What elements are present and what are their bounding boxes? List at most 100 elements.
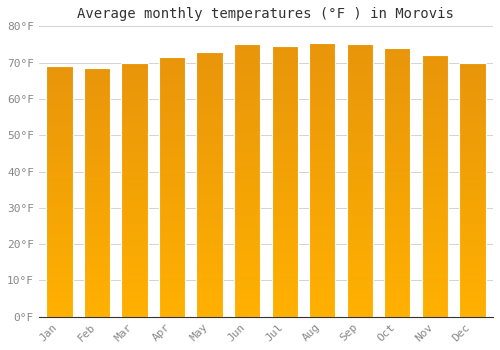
Bar: [46, 314, 72, 317]
Bar: [234, 213, 260, 216]
Bar: [422, 87, 448, 89]
Bar: [422, 283, 448, 286]
Bar: [46, 237, 72, 239]
Bar: [122, 230, 148, 233]
Bar: [422, 257, 448, 259]
Bar: [234, 124, 260, 126]
Bar: [234, 306, 260, 309]
Bar: [84, 73, 110, 76]
Bar: [272, 141, 298, 144]
Bar: [384, 131, 410, 134]
Bar: [84, 83, 110, 85]
Bar: [196, 282, 223, 285]
Bar: [234, 178, 260, 181]
Bar: [159, 104, 185, 106]
Bar: [84, 294, 110, 297]
Bar: [159, 288, 185, 291]
Bar: [159, 101, 185, 104]
Bar: [384, 312, 410, 314]
Bar: [384, 196, 410, 198]
Bar: [84, 80, 110, 83]
Bar: [309, 172, 336, 174]
Bar: [422, 84, 448, 87]
Bar: [309, 122, 336, 125]
Bar: [159, 195, 185, 197]
Bar: [422, 128, 448, 131]
Bar: [422, 58, 448, 61]
Bar: [46, 164, 72, 167]
Bar: [122, 253, 148, 256]
Bar: [234, 153, 260, 156]
Bar: [346, 289, 373, 292]
Bar: [272, 135, 298, 138]
Bar: [234, 238, 260, 240]
Bar: [196, 99, 223, 102]
Bar: [46, 159, 72, 161]
Bar: [422, 74, 448, 76]
Bar: [272, 146, 298, 149]
Bar: [460, 184, 485, 187]
Bar: [384, 282, 410, 285]
Bar: [84, 292, 110, 294]
Bar: [234, 107, 260, 110]
Bar: [159, 57, 185, 60]
Bar: [272, 157, 298, 160]
Bar: [234, 44, 260, 47]
Bar: [196, 123, 223, 126]
Bar: [196, 166, 223, 168]
Bar: [384, 142, 410, 145]
Bar: [422, 71, 448, 74]
Bar: [309, 254, 336, 257]
Bar: [384, 263, 410, 266]
Bar: [122, 256, 148, 258]
Bar: [46, 307, 72, 309]
Bar: [234, 311, 260, 314]
Bar: [384, 228, 410, 231]
Bar: [309, 229, 336, 232]
Bar: [460, 111, 485, 113]
Bar: [196, 126, 223, 128]
Bar: [196, 211, 223, 214]
Bar: [46, 191, 72, 194]
Bar: [122, 144, 148, 147]
Bar: [46, 257, 72, 259]
Bar: [196, 293, 223, 296]
Bar: [384, 172, 410, 174]
Bar: [422, 144, 448, 147]
Bar: [84, 135, 110, 138]
Bar: [234, 80, 260, 83]
Bar: [46, 111, 72, 114]
Bar: [234, 72, 260, 75]
Bar: [422, 113, 448, 116]
Bar: [84, 220, 110, 222]
Bar: [309, 289, 336, 292]
Bar: [46, 262, 72, 264]
Bar: [159, 262, 185, 265]
Bar: [272, 206, 298, 209]
Bar: [159, 145, 185, 148]
Bar: [84, 76, 110, 78]
Bar: [309, 169, 336, 172]
Bar: [346, 298, 373, 300]
Bar: [346, 150, 373, 153]
Bar: [346, 199, 373, 202]
Bar: [272, 303, 298, 306]
Bar: [84, 105, 110, 108]
Bar: [384, 110, 410, 113]
Bar: [346, 202, 373, 205]
Bar: [460, 159, 485, 162]
Bar: [159, 291, 185, 293]
Bar: [196, 89, 223, 91]
Bar: [272, 238, 298, 241]
Bar: [422, 157, 448, 160]
Bar: [272, 260, 298, 263]
Bar: [346, 276, 373, 279]
Bar: [309, 270, 336, 273]
Bar: [422, 155, 448, 157]
Bar: [46, 249, 72, 252]
Bar: [46, 241, 72, 244]
Bar: [272, 84, 298, 87]
Bar: [234, 69, 260, 72]
Bar: [196, 86, 223, 89]
Bar: [234, 295, 260, 298]
